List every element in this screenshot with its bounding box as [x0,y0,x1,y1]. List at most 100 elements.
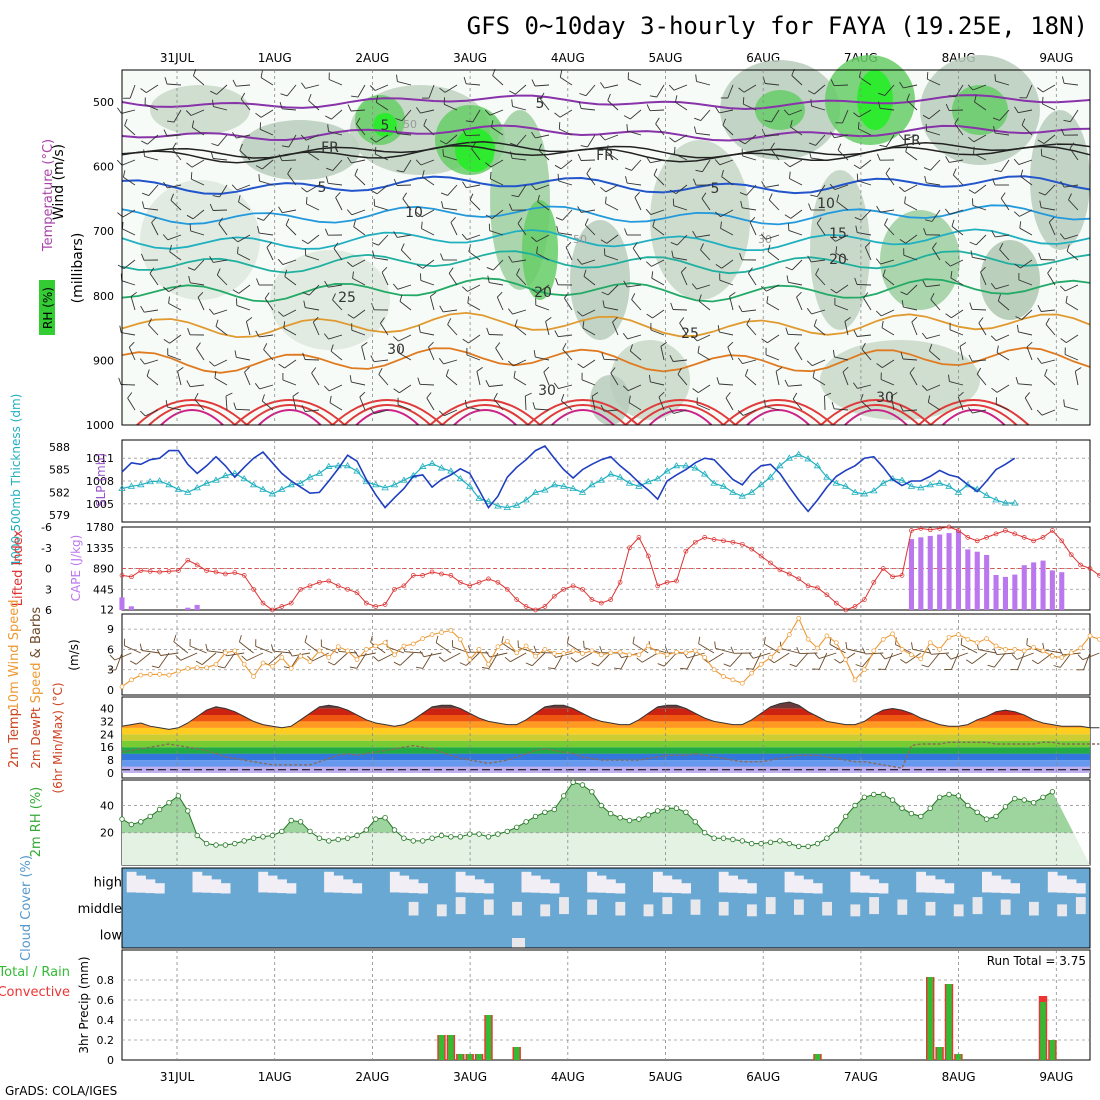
upper-air-wind-barb [600,239,608,244]
upper-air-wind-barb [512,259,527,263]
upper-air-wind-barb [356,117,361,125]
rh2m-point [260,834,266,840]
upper-air-wind-barb [239,143,243,151]
upper-air-wind-barb [1041,309,1056,312]
upper-air-wind-barb [225,395,228,411]
upper-air-wind-barb [496,297,504,311]
upper-air-wind-barb [397,234,412,238]
lifted-index-point [730,539,736,545]
upper-air-wind-barb [238,195,241,203]
upper-air-wind-barb [284,269,288,277]
upper-air-wind-barb [911,321,918,336]
slp-axis-label: SLP (mb) [94,453,108,507]
upper-air-wind-barb [513,370,516,378]
upper-air-wind-barb [625,176,628,184]
rh2m-point [514,824,520,830]
upper-air-wind-barb [830,131,835,138]
surface-wind-barb [156,649,161,656]
lifted-index-point [533,607,538,613]
lifted-index-point [739,541,745,547]
upper-air-wind-barb [746,317,751,325]
upper-air-wind-barb [305,84,320,89]
upper-air-wind-barb [562,209,573,221]
high-cloud-cell [267,875,278,893]
surface-wind-barb [698,636,701,644]
upper-air-wind-barb [658,396,665,411]
cape-bar [937,534,943,610]
upper-air-wind-barb [1074,371,1079,386]
upper-air-wind-barb [792,392,798,400]
surface-wind-barb [996,652,1015,656]
temperature-contour-warm [832,404,920,426]
upper-air-wind-barb [656,84,665,98]
upper-air-wind-barb [255,165,263,170]
upper-air-wind-barb [834,408,849,411]
upper-air-wind-barb [833,84,849,87]
surface-wind-barb [1017,652,1025,670]
lifted-index-point [645,553,651,559]
upper-air-wind-barb [696,132,711,136]
upper-air-wind-barb [168,284,182,292]
thickness-point [240,474,248,482]
wind-speed-point [232,648,238,654]
upper-air-wind-barb [444,409,458,417]
upper-air-wind-barb [225,392,233,397]
upper-air-wind-barb [263,343,268,350]
upper-air-wind-barb [876,363,883,368]
wind-speed-point [392,652,397,658]
upper-air-wind-barb [554,112,561,118]
cape-bar [993,575,999,610]
rh2m-point [626,817,633,824]
upper-air-wind-barb [545,317,552,322]
upper-air-wind-barb [789,178,803,186]
upper-air-wind-barb [583,276,596,286]
upper-air-wind-barb [692,230,697,238]
lifted-index-point [373,604,379,609]
temperature-contour-label: 5 [381,118,390,134]
wind-tick: 0 [107,684,114,697]
upper-air-wind-barb [999,109,1010,121]
lifted-index-point [523,604,529,609]
rh2m-point [485,834,492,840]
lifted-index-point [965,535,971,540]
surface-wind-barb [415,666,423,669]
upper-air-wind-barb [835,252,849,261]
high-cloud-cell [982,871,992,893]
upper-air-wind-barb [1021,118,1026,126]
lifted-index-point [1078,562,1083,568]
rh2m-point [467,831,473,837]
cape-bar [1040,560,1046,610]
upper-air-wind-barb [516,274,527,286]
high-cloud-cell [587,871,597,893]
upper-air-wind-barb [1038,252,1042,260]
upper-air-wind-barb [923,228,927,235]
upper-air-wind-barb [208,308,215,315]
upper-air-wind-barb [923,167,931,171]
upper-air-wind-barb [169,334,182,344]
upper-air-wind-barb [311,367,317,374]
lifted-index-axis-label: Lifted Index [11,529,26,606]
thickness-point [672,462,681,469]
pressure-axis-label: (millibars) [70,233,86,304]
wind-speed-point [223,650,228,656]
temperature-contour-warm [917,399,1030,426]
upper-air-wind-barb [697,352,711,361]
upper-air-wind-barb [214,377,228,386]
upper-air-wind-barb [693,126,697,134]
rh2m-point [147,813,153,820]
upper-air-wind-barb [746,184,757,196]
upper-air-wind-barb [932,248,941,261]
high-cloud-cell [408,879,419,894]
upper-air-wind-barb [1021,124,1033,136]
upper-air-wind-barb [511,99,513,107]
upper-air-wind-barb [191,178,205,186]
upper-air-wind-barb [745,375,757,386]
upper-air-wind-barb [649,109,665,112]
rh2m-point [420,838,426,844]
upper-air-wind-barb [240,92,246,100]
upper-air-wind-barb [531,289,538,294]
upper-air-wind-barb [402,198,412,211]
upper-air-wind-barb [1024,397,1033,411]
upper-air-wind-barb [190,282,205,286]
upper-air-wind-barb [742,97,745,105]
